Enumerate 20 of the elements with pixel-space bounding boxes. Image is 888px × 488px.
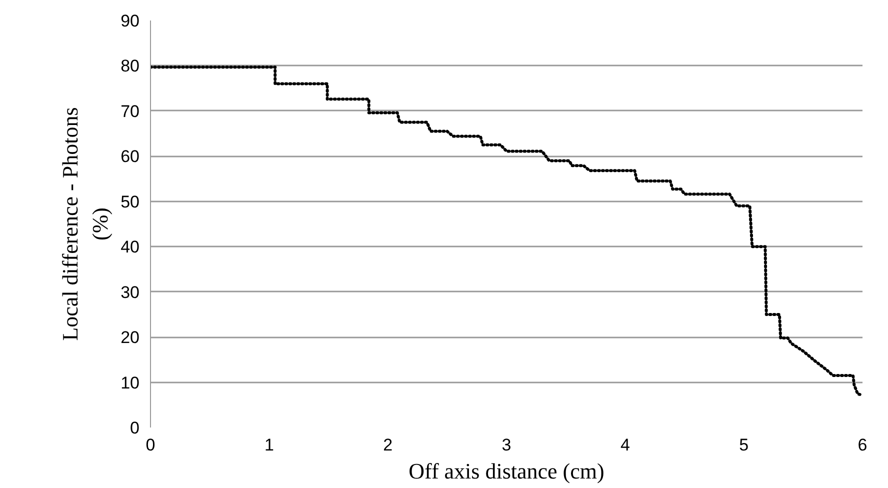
y-tick-label: 0 xyxy=(130,418,140,438)
y-tick-label: 60 xyxy=(120,147,140,166)
x-tick-label: 5 xyxy=(739,436,749,454)
x-tick-label: 0 xyxy=(146,436,156,454)
y-tick-label: 40 xyxy=(120,238,140,257)
y-tick-label: 50 xyxy=(120,192,140,212)
x-axis-title: Off axis distance (cm) xyxy=(408,458,604,484)
line-series xyxy=(150,66,862,396)
y-tick-label: 80 xyxy=(120,56,140,76)
y-tick-label: 20 xyxy=(120,328,140,348)
y-tick-label: 70 xyxy=(120,102,140,121)
x-tick-label: 4 xyxy=(620,436,630,454)
x-tick-label: 3 xyxy=(502,436,512,454)
x-tick-label: 1 xyxy=(264,436,274,454)
y-axis-title: Local difference - Photons (%) xyxy=(58,107,113,341)
y-tick-label: 90 xyxy=(120,12,140,30)
x-tick-label: 6 xyxy=(858,436,868,454)
y-tick-label: 30 xyxy=(120,282,140,302)
y-tick-label: 10 xyxy=(120,373,140,392)
x-tick-label: 2 xyxy=(383,436,393,454)
